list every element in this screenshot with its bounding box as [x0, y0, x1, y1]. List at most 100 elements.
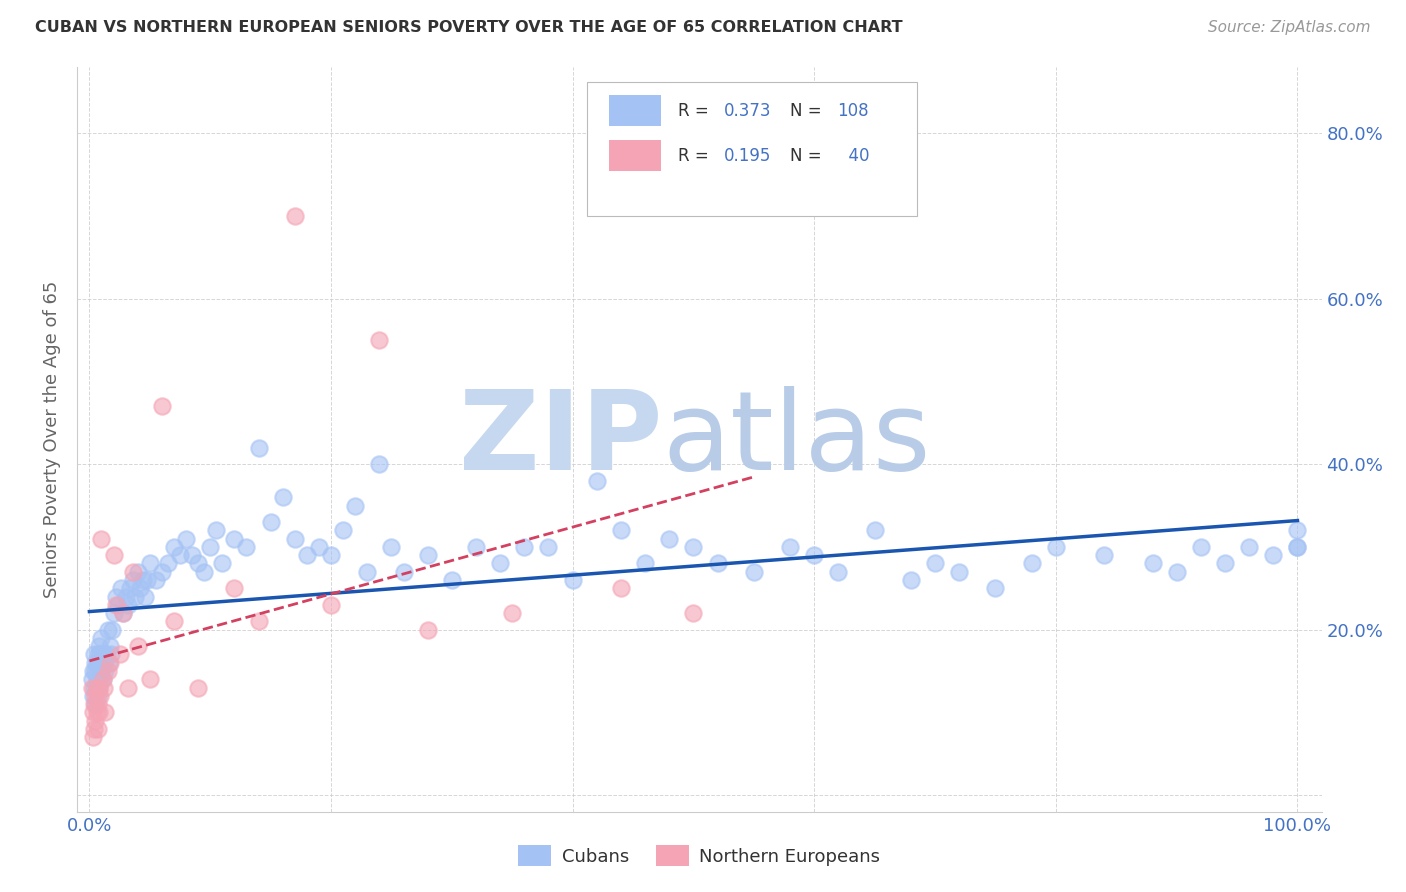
Northern Europeans	[117, 681, 139, 695]
Cubans	[122, 573, 145, 587]
Cubans	[93, 656, 115, 670]
Cubans	[440, 573, 463, 587]
Cubans	[124, 590, 146, 604]
Northern Europeans	[187, 681, 209, 695]
Northern Europeans	[83, 722, 105, 736]
Cubans	[416, 548, 439, 562]
Cubans	[561, 573, 583, 587]
Cubans	[80, 673, 103, 687]
Northern Europeans	[86, 681, 108, 695]
Cubans	[187, 557, 209, 571]
Northern Europeans	[91, 673, 114, 687]
Cubans	[368, 457, 391, 471]
Text: ZIP: ZIP	[458, 386, 662, 492]
Cubans	[1213, 557, 1236, 571]
Cubans	[1189, 540, 1212, 554]
Northern Europeans	[501, 606, 523, 620]
Northern Europeans	[416, 623, 439, 637]
Cubans	[87, 689, 110, 703]
Northern Europeans	[93, 681, 115, 695]
Northern Europeans	[122, 565, 145, 579]
Cubans	[380, 540, 402, 554]
Cubans	[1286, 540, 1309, 554]
Text: atlas: atlas	[662, 386, 931, 492]
Cubans	[156, 557, 179, 571]
Cubans	[84, 656, 107, 670]
Cubans	[87, 656, 110, 670]
Bar	[609, 95, 661, 127]
Cubans	[114, 590, 136, 604]
Cubans	[537, 540, 560, 554]
Text: 40: 40	[838, 146, 869, 164]
Cubans	[1142, 557, 1164, 571]
Cubans	[308, 540, 330, 554]
Cubans	[127, 565, 149, 579]
Northern Europeans	[80, 681, 103, 695]
Cubans	[344, 499, 367, 513]
Northern Europeans	[90, 532, 112, 546]
Cubans	[117, 598, 139, 612]
Northern Europeans	[368, 333, 391, 347]
Cubans	[295, 548, 318, 562]
Cubans	[682, 540, 704, 554]
Cubans	[86, 681, 108, 695]
Northern Europeans	[610, 582, 633, 596]
Northern Europeans	[87, 681, 110, 695]
Cubans	[97, 656, 120, 670]
Text: R =: R =	[678, 146, 714, 164]
Cubans	[205, 524, 228, 538]
Cubans	[90, 664, 112, 678]
Cubans	[284, 532, 307, 546]
Cubans	[169, 548, 191, 562]
Cubans	[658, 532, 681, 546]
Cubans	[984, 582, 1007, 596]
Cubans	[827, 565, 849, 579]
Northern Europeans	[98, 656, 121, 670]
Northern Europeans	[96, 664, 118, 678]
Cubans	[91, 648, 114, 662]
Northern Europeans	[682, 606, 704, 620]
Cubans	[100, 648, 122, 662]
Cubans	[87, 681, 110, 695]
Cubans	[1237, 540, 1260, 554]
Cubans	[174, 532, 197, 546]
Cubans	[84, 697, 107, 711]
Northern Europeans	[104, 598, 127, 612]
Cubans	[706, 557, 728, 571]
Northern Europeans	[108, 648, 131, 662]
Cubans	[86, 656, 108, 670]
Cubans	[139, 557, 162, 571]
Northern Europeans	[83, 697, 105, 711]
Cubans	[134, 590, 156, 604]
Cubans	[136, 573, 159, 587]
Cubans	[259, 515, 281, 529]
Cubans	[131, 573, 153, 587]
Cubans	[89, 673, 111, 687]
Cubans	[96, 623, 118, 637]
Cubans	[129, 582, 152, 596]
Cubans	[1045, 540, 1067, 554]
Cubans	[150, 565, 173, 579]
Cubans	[1286, 524, 1309, 538]
Cubans	[1263, 548, 1285, 562]
Cubans	[224, 532, 246, 546]
Northern Europeans	[224, 582, 246, 596]
Cubans	[86, 673, 108, 687]
Cubans	[91, 673, 114, 687]
Cubans	[94, 664, 117, 678]
Cubans	[87, 673, 110, 687]
Cubans	[1286, 540, 1309, 554]
Cubans	[779, 540, 801, 554]
Text: 108: 108	[838, 102, 869, 120]
Cubans	[392, 565, 415, 579]
FancyBboxPatch shape	[588, 82, 917, 216]
Cubans	[513, 540, 536, 554]
Text: N =: N =	[790, 102, 827, 120]
Text: Source: ZipAtlas.com: Source: ZipAtlas.com	[1208, 20, 1371, 35]
Cubans	[90, 631, 112, 645]
Cubans	[101, 623, 124, 637]
Cubans	[271, 490, 294, 504]
Northern Europeans	[86, 706, 108, 720]
Cubans	[1021, 557, 1043, 571]
Cubans	[803, 548, 825, 562]
